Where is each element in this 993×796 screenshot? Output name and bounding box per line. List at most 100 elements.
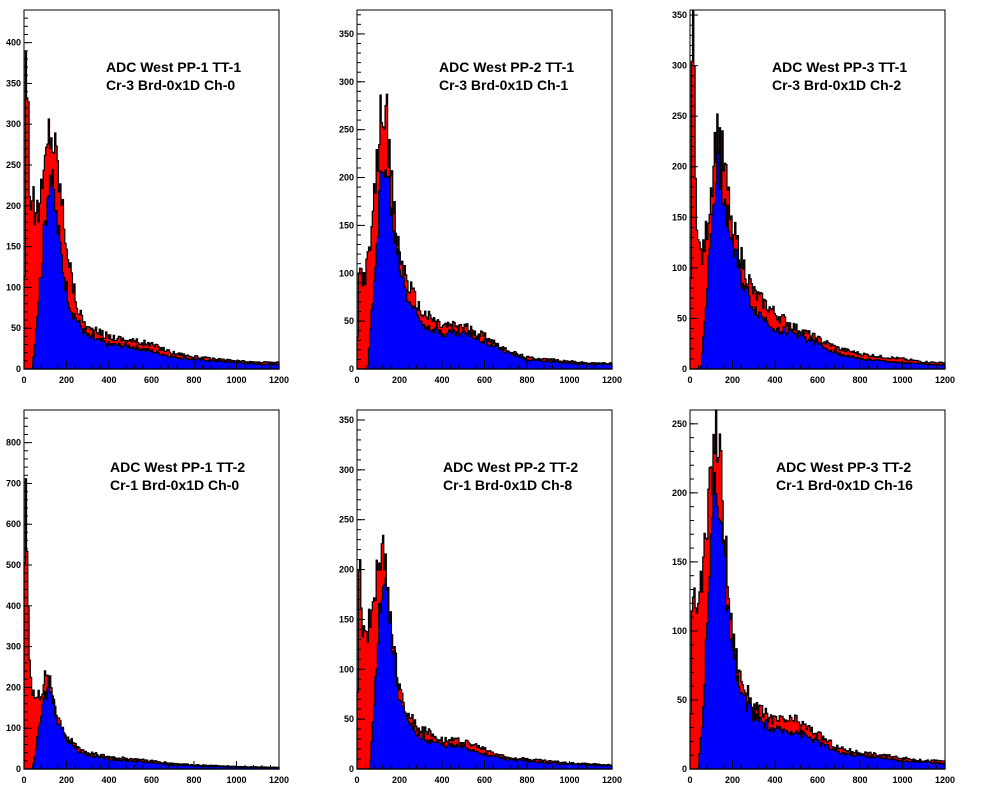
y-tick-label: 250 — [339, 125, 354, 135]
series-blue-histogram — [357, 169, 613, 370]
y-tick-label: 350 — [339, 29, 354, 39]
y-tick-label: 200 — [339, 173, 354, 183]
y-tick-label: 100 — [6, 723, 21, 733]
y-tick-label: 150 — [672, 557, 687, 567]
y-tick-label: 0 — [682, 764, 687, 774]
y-tick-label: 100 — [672, 626, 687, 636]
x-tick-label: 800 — [519, 775, 534, 785]
series-blue-histogram — [690, 147, 946, 370]
x-tick-label: 1000 — [892, 775, 912, 785]
x-tick-label: 600 — [477, 775, 492, 785]
chart-title-line-2: Cr-3 Brd-0x1D Ch-2 — [772, 77, 901, 93]
y-tick-label: 50 — [11, 323, 21, 333]
y-tick-label: 0 — [16, 764, 21, 774]
x-tick-label: 0 — [21, 375, 26, 385]
y-tick-label: 0 — [349, 364, 354, 374]
x-tick-label: 600 — [810, 375, 825, 385]
histogram-panel-2: 0 200 400 600 800 1000 1200 0 50 100 150 200 250 300 3… — [339, 9, 622, 385]
chart-title-line-1: ADC West PP-3 TT-2 — [776, 459, 911, 475]
y-tick-label: 150 — [339, 220, 354, 230]
chart-title-line-2: Cr-1 Brd-0x1D Ch-0 — [110, 477, 239, 493]
x-tick-label: 1200 — [935, 375, 955, 385]
x-tick-label: 0 — [354, 775, 359, 785]
histogram-panel-1: 0 200 400 600 800 1000 1200 0 50 100 150 200 250 300 3… — [6, 9, 289, 385]
x-tick-label: 1200 — [935, 775, 955, 785]
x-tick-label: 400 — [434, 375, 449, 385]
x-tick-label: 1000 — [559, 775, 579, 785]
x-tick-label: 1000 — [892, 375, 912, 385]
y-tick-label: 200 — [672, 162, 687, 172]
y-tick-label: 600 — [6, 519, 21, 529]
x-tick-label: 1200 — [269, 775, 289, 785]
x-tick-label: 200 — [725, 775, 740, 785]
x-tick-label: 0 — [21, 775, 26, 785]
y-tick-label: 50 — [344, 714, 354, 724]
y-tick-label: 200 — [6, 201, 21, 211]
y-tick-label: 350 — [6, 78, 21, 88]
y-tick-label: 200 — [672, 488, 687, 498]
y-tick-label: 250 — [672, 111, 687, 121]
chart-title-line-2: Cr-3 Brd-0x1D Ch-0 — [106, 77, 235, 93]
y-tick-label: 800 — [6, 438, 21, 448]
x-tick-label: 200 — [59, 775, 74, 785]
y-tick-label: 100 — [339, 268, 354, 278]
chart-title-line-2: Cr-1 Brd-0x1D Ch-16 — [776, 477, 913, 493]
chart-title-line-2: Cr-1 Brd-0x1D Ch-8 — [443, 477, 572, 493]
y-tick-label: 100 — [672, 263, 687, 273]
y-tick-label: 200 — [339, 565, 354, 575]
histogram-panel-3: 0 200 400 600 800 1000 1200 0 50 100 150 200 250 300 3… — [672, 9, 955, 385]
x-tick-label: 600 — [144, 775, 159, 785]
y-tick-label: 200 — [6, 682, 21, 692]
x-tick-label: 200 — [392, 375, 407, 385]
series-blue-histogram — [357, 577, 613, 770]
y-tick-label: 100 — [339, 664, 354, 674]
chart-title-line-1: ADC West PP-1 TT-1 — [106, 59, 241, 75]
x-tick-label: 800 — [852, 775, 867, 785]
chart-title-line-1: ADC West PP-1 TT-2 — [110, 459, 245, 475]
y-tick-label: 50 — [344, 316, 354, 326]
y-tick-label: 400 — [6, 38, 21, 48]
chart-title-line-2: Cr-3 Brd-0x1D Ch-1 — [439, 77, 568, 93]
x-tick-label: 800 — [186, 375, 201, 385]
x-tick-label: 400 — [434, 775, 449, 785]
x-tick-label: 800 — [186, 775, 201, 785]
x-tick-label: 400 — [101, 375, 116, 385]
x-tick-label: 400 — [101, 775, 116, 785]
y-tick-label: 100 — [6, 282, 21, 292]
x-tick-label: 400 — [767, 775, 782, 785]
x-tick-label: 400 — [767, 375, 782, 385]
y-tick-label: 250 — [339, 515, 354, 525]
x-tick-label: 0 — [354, 375, 359, 385]
y-tick-label: 50 — [677, 695, 687, 705]
y-tick-label: 250 — [6, 160, 21, 170]
y-tick-label: 700 — [6, 478, 21, 488]
y-tick-label: 300 — [6, 642, 21, 652]
x-tick-label: 0 — [687, 775, 692, 785]
histogram-panel-5: 0 200 400 600 800 1000 1200 0 50 100 150 200 250 300 3… — [339, 409, 622, 785]
y-tick-label: 0 — [16, 364, 21, 374]
y-tick-label: 300 — [339, 77, 354, 87]
x-tick-label: 1000 — [226, 775, 246, 785]
x-tick-label: 1200 — [602, 375, 622, 385]
chart-title-line-1: ADC West PP-3 TT-1 — [772, 59, 907, 75]
series-blue-histogram — [24, 168, 280, 370]
x-tick-label: 800 — [852, 375, 867, 385]
x-tick-label: 600 — [477, 375, 492, 385]
y-tick-label: 400 — [6, 601, 21, 611]
histogram-panel-4: 0 200 400 600 800 1000 1200 0 100 200 300 400 500 600… — [6, 409, 289, 785]
x-tick-label: 1000 — [559, 375, 579, 385]
chart-title-line-1: ADC West PP-2 TT-1 — [439, 59, 574, 75]
y-tick-label: 150 — [339, 614, 354, 624]
y-tick-label: 350 — [672, 10, 687, 20]
y-tick-label: 300 — [6, 119, 21, 129]
y-tick-label: 300 — [672, 61, 687, 71]
series-blue-histogram — [24, 685, 280, 770]
series-blue-histogram — [690, 471, 946, 770]
y-tick-label: 0 — [682, 364, 687, 374]
y-tick-label: 500 — [6, 560, 21, 570]
series-red-histogram — [23, 478, 280, 770]
x-tick-label: 200 — [392, 775, 407, 785]
x-tick-label: 200 — [59, 375, 74, 385]
y-tick-label: 250 — [672, 419, 687, 429]
